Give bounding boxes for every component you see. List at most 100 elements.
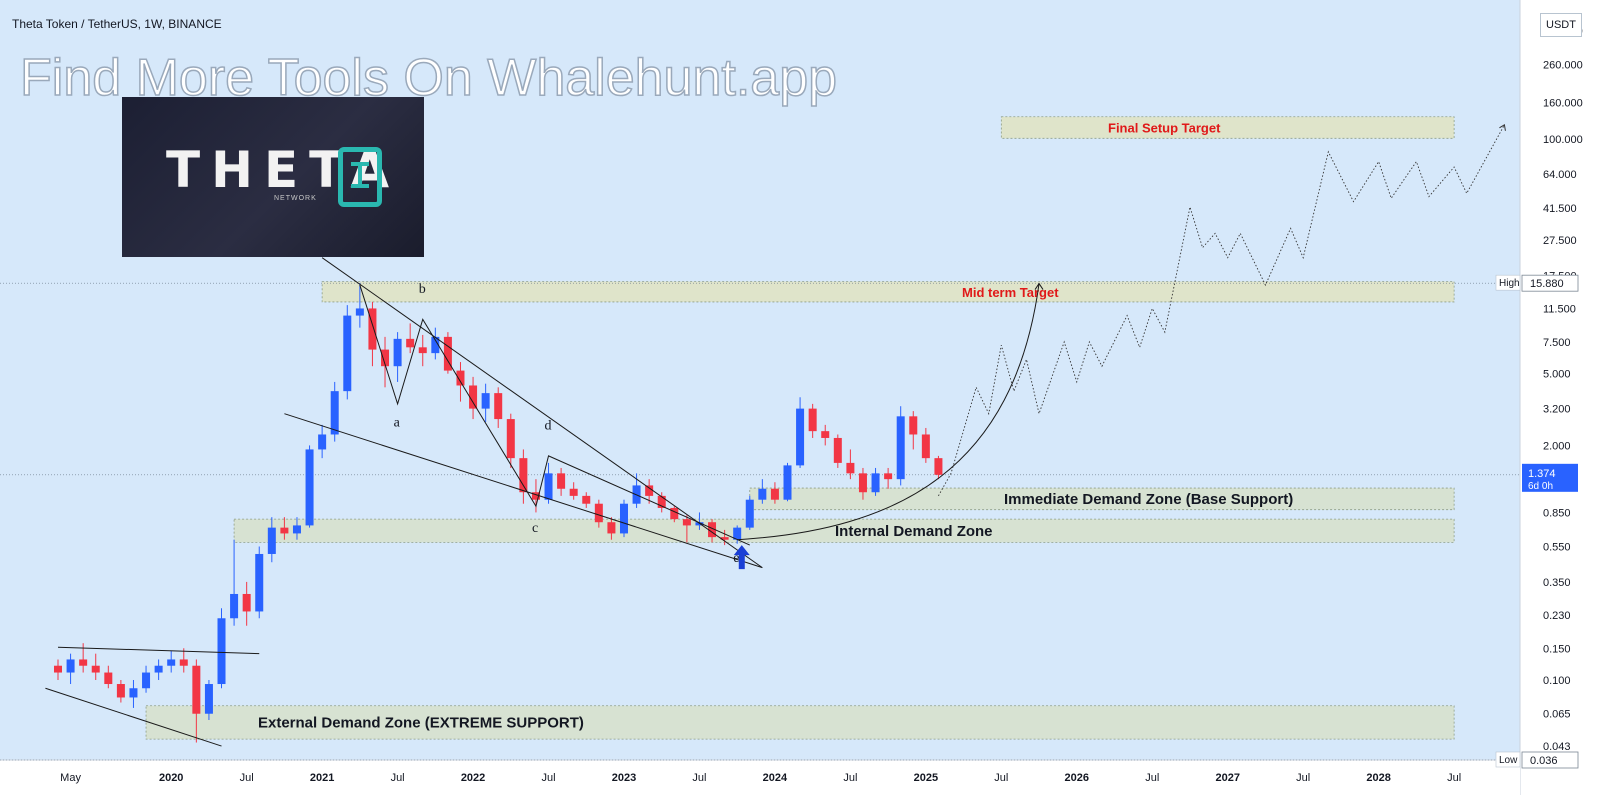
candle-body-69 <box>921 434 930 459</box>
candle-body-66 <box>884 473 893 480</box>
mark-value-bg-0 <box>1521 274 1579 292</box>
candle-body-34 <box>481 393 490 409</box>
candle-body-41 <box>569 488 578 496</box>
zone-label-2: Immediate Demand Zone (Base Support) <box>1004 491 1293 508</box>
x-tick-11: 2025 <box>914 772 938 784</box>
candle-body-12 <box>204 684 213 714</box>
x-tick-3: 2021 <box>310 772 334 784</box>
wave-label-a: a <box>394 415 401 430</box>
candle-body-3 <box>91 665 100 673</box>
candle-body-44 <box>607 522 616 534</box>
zone-label-1: Mid term Target <box>962 285 1059 300</box>
projection-path <box>938 124 1505 497</box>
y-tick-16: 0.350 <box>1543 577 1571 589</box>
x-tick-6: Jul <box>541 772 555 784</box>
y-tick-8: 11.500 <box>1543 303 1576 315</box>
candle-body-2 <box>79 659 88 666</box>
candle-body-28 <box>406 338 415 348</box>
y-tick-12: 2.000 <box>1543 440 1571 452</box>
theta-icon <box>338 147 382 207</box>
candle-body-37 <box>519 458 528 493</box>
candle-body-26 <box>381 349 390 367</box>
trend-line-1 <box>284 413 763 569</box>
candle-body-25 <box>368 308 377 350</box>
candle-body-43 <box>594 503 603 523</box>
candle-body-10 <box>179 659 188 666</box>
candle-body-42 <box>582 495 591 504</box>
candle-body-61 <box>821 431 830 438</box>
y-tick-2: 160.000 <box>1543 97 1583 109</box>
candle-body-48 <box>657 495 666 508</box>
x-tick-8: Jul <box>692 772 706 784</box>
zone-label-0: Final Setup Target <box>1108 121 1221 136</box>
y-tick-14: 0.850 <box>1543 507 1571 519</box>
x-tick-10: Jul <box>843 772 857 784</box>
last-price-countdown: 6d 0h <box>1528 481 1553 492</box>
last-price-badge <box>1522 463 1578 492</box>
candle-body-59 <box>796 408 805 466</box>
candle-body-17 <box>267 527 276 554</box>
candle-body-68 <box>909 416 918 435</box>
candle-body-32 <box>456 370 465 386</box>
candle-body-22 <box>330 391 339 435</box>
x-tick-1: 2020 <box>159 772 183 784</box>
candle-body-24 <box>355 308 364 316</box>
x-tick-2: Jul <box>240 772 254 784</box>
candle-body-30 <box>431 336 440 354</box>
trend-line-2 <box>57 646 260 655</box>
y-tick-19: 0.100 <box>1543 675 1571 687</box>
candle-body-15 <box>242 593 251 612</box>
mark-label-0: High <box>1499 278 1520 289</box>
candle-body-65 <box>871 473 880 493</box>
x-tick-17: 2028 <box>1366 772 1390 784</box>
candle-body-54 <box>733 527 742 540</box>
mark-label-bg-0 <box>1495 274 1521 291</box>
candle-body-70 <box>934 458 943 475</box>
candle-body-5 <box>116 684 125 698</box>
candle-body-20 <box>305 449 314 526</box>
candle-body-4 <box>104 672 113 685</box>
mark-value-2: 0.036 <box>1530 755 1558 767</box>
wave-label-e: e <box>733 551 739 566</box>
candle-body-9 <box>167 659 176 666</box>
mark-value-0: 15.880 <box>1530 278 1564 290</box>
wave-label-b: b <box>419 282 426 297</box>
zone-4 <box>145 705 1455 740</box>
candle-body-63 <box>846 462 855 474</box>
y-tick-15: 0.550 <box>1543 542 1571 554</box>
candle-body-60 <box>808 408 817 432</box>
wave-label-d: d <box>545 419 552 434</box>
y-tick-5: 41.500 <box>1543 203 1577 215</box>
candle-body-56 <box>758 488 767 500</box>
candle-body-67 <box>896 416 905 480</box>
x-tick-7: 2023 <box>612 772 636 784</box>
mark-label-2: Low <box>1499 755 1518 766</box>
trend-line-4 <box>359 284 750 546</box>
candle-body-18 <box>280 527 289 534</box>
candle-body-31 <box>443 336 452 371</box>
candle-body-45 <box>619 503 628 534</box>
theta-logo: THETA NETWORK <box>122 97 424 257</box>
chart-title: Theta Token / TetherUS, 1W, BINANCE <box>12 17 222 31</box>
candle-body-36 <box>506 419 515 459</box>
y-tick-18: 0.150 <box>1543 643 1571 655</box>
wave-label-c: c <box>532 521 538 536</box>
candle-body-39 <box>544 473 553 500</box>
candle-body-0 <box>54 665 62 673</box>
candle-body-47 <box>645 485 654 496</box>
mark-label-bg-2 <box>1495 751 1521 768</box>
x-tick-12: Jul <box>994 772 1008 784</box>
y-tick-11: 3.200 <box>1543 404 1571 416</box>
zone-0 <box>1000 116 1455 139</box>
candle-body-40 <box>557 473 566 489</box>
x-tick-13: 2026 <box>1065 772 1089 784</box>
trend-line-3 <box>45 687 222 747</box>
zone-label-4: External Demand Zone (EXTREME SUPPORT) <box>258 714 584 731</box>
zone-3 <box>233 518 1455 543</box>
curve-arrow-icon <box>1034 282 1044 290</box>
x-tick-14: Jul <box>1145 772 1159 784</box>
currency-selector[interactable]: USDT <box>1540 13 1582 37</box>
y-tick-3: 100.000 <box>1543 134 1583 146</box>
